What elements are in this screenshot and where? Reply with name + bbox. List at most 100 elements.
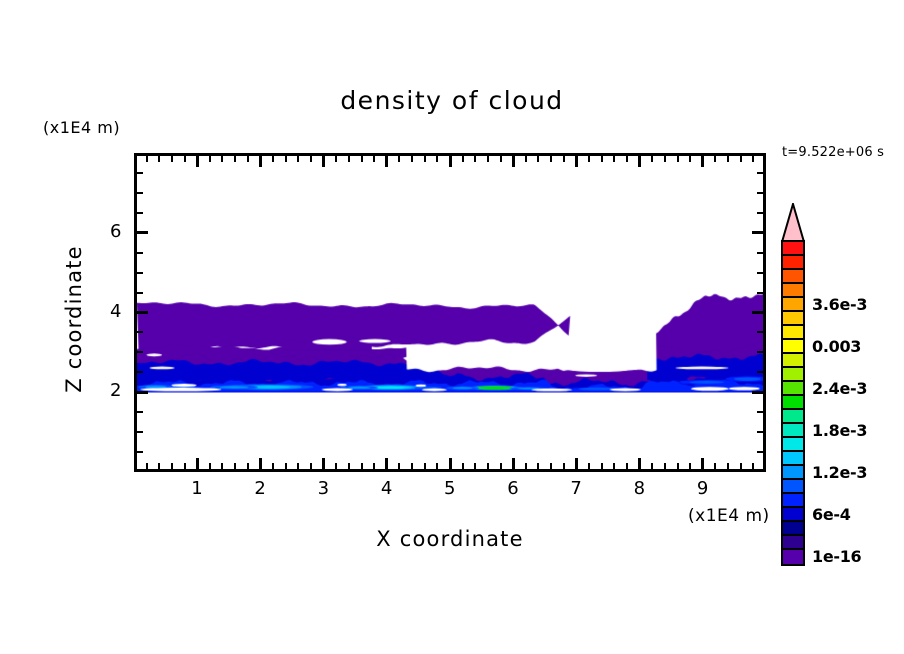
x-axis-tick-label: 7: [570, 478, 583, 499]
y-axis-major-tick: [752, 231, 763, 235]
colorbar-swatch: [783, 438, 803, 452]
x-axis-minor-tick-top: [297, 156, 300, 162]
colorbar-swatch: [783, 424, 803, 438]
x-axis-major-tick: [195, 458, 199, 469]
x-axis-minor-tick: [246, 463, 249, 469]
x-axis-minor-tick: [676, 463, 679, 469]
x-axis-minor-tick: [309, 463, 312, 469]
y-axis-major-tick: [137, 231, 148, 235]
x-axis-minor-tick-top: [158, 156, 161, 162]
x-axis-tick-label: 4: [380, 478, 393, 499]
x-axis-minor-tick: [651, 463, 654, 469]
x-axis-tick-label: 5: [444, 478, 456, 499]
x-axis-minor-tick-top: [272, 156, 275, 162]
colorbar-swatch: [783, 340, 803, 354]
y-axis-minor-tick: [757, 291, 763, 294]
colorbar-swatch: [783, 410, 803, 424]
x-axis-minor-tick-top: [689, 156, 692, 162]
y-axis-minor-tick: [757, 191, 763, 194]
x-axis-major-tick: [511, 458, 515, 469]
y-axis-minor-tick: [757, 271, 763, 274]
x-axis-minor-tick-top: [663, 156, 666, 162]
colorbar-swatch: [783, 242, 803, 256]
y-axis-tick-label: 2: [110, 380, 122, 402]
y-axis-minor-tick: [137, 251, 143, 254]
x-axis-minor-tick-top: [714, 156, 717, 162]
x-axis-major-tick: [701, 156, 705, 167]
x-axis-minor-tick: [739, 463, 742, 469]
colorbar-tick-label: 1.8e-3: [812, 421, 868, 440]
x-axis-minor-tick: [360, 463, 363, 469]
y-axis-minor-tick: [137, 171, 143, 174]
x-axis-minor-tick: [499, 463, 502, 469]
y-axis-tick-label: 6: [110, 220, 122, 242]
x-axis-minor-tick-top: [284, 156, 287, 162]
x-axis-tick-label: 8: [633, 478, 646, 499]
y-axis-minor-tick: [757, 331, 763, 334]
y-axis-major-tick: [752, 311, 763, 314]
colorbar-swatches: [781, 240, 805, 566]
x-axis-minor-tick: [461, 463, 464, 469]
colorbar-tick-label: 1e-16: [812, 547, 862, 566]
x-axis-minor-tick: [752, 463, 755, 469]
x-axis-minor-tick-top: [246, 156, 249, 162]
x-axis-minor-tick-top: [550, 156, 553, 162]
colorbar-tick-label: 6e-4: [812, 505, 851, 524]
x-axis-major-tick: [322, 458, 326, 469]
x-axis-minor-tick-top: [537, 156, 540, 162]
x-axis-title: X coordinate: [376, 527, 524, 551]
colorbar-swatch: [783, 550, 803, 564]
colorbar-tick-label: 1.2e-3: [812, 463, 868, 482]
y-axis-major-tick: [137, 390, 148, 394]
x-axis-minor-tick-top: [562, 156, 565, 162]
colorbar-overflow-arrow-icon: [781, 203, 805, 243]
x-axis-minor-tick: [170, 463, 173, 469]
x-axis-minor-tick: [613, 463, 616, 469]
x-axis-minor-tick-top: [588, 156, 591, 162]
colorbar-swatch: [783, 494, 803, 508]
x-axis-minor-tick: [537, 463, 540, 469]
x-axis-tick-label: 3: [317, 478, 330, 499]
x-axis-major-tick: [638, 156, 642, 167]
y-axis-minor-tick: [137, 331, 143, 334]
x-axis-minor-tick: [486, 463, 489, 469]
x-axis-minor-tick-top: [499, 156, 502, 162]
contour-canvas: [137, 156, 763, 469]
x-axis-minor-tick: [373, 463, 376, 469]
x-axis-minor-tick-top: [170, 156, 173, 162]
x-axis-minor-tick: [562, 463, 565, 469]
y-axis-minor-tick: [137, 411, 143, 414]
x-axis-major-tick: [701, 458, 705, 469]
x-axis-minor-tick: [297, 463, 300, 469]
x-axis-major-tick: [385, 458, 389, 469]
x-axis-minor-tick: [423, 463, 426, 469]
y-axis-unit-label: (x1E4 m): [43, 118, 121, 137]
x-axis-minor-tick-top: [524, 156, 527, 162]
x-axis-tick-label: 6: [507, 478, 520, 499]
x-axis-minor-tick: [221, 463, 224, 469]
y-axis-minor-tick: [137, 211, 143, 214]
y-axis-tick-label: 4: [110, 300, 122, 322]
colorbar-swatch: [783, 466, 803, 480]
x-axis-minor-tick: [550, 463, 553, 469]
colorbar-swatch: [783, 298, 803, 312]
y-axis-minor-tick: [757, 211, 763, 214]
colorbar-swatch: [783, 522, 803, 536]
x-axis-minor-tick-top: [461, 156, 464, 162]
x-axis-minor-tick: [588, 463, 591, 469]
x-axis-minor-tick-top: [411, 156, 414, 162]
x-axis-major-tick: [258, 156, 262, 167]
x-axis-minor-tick: [524, 463, 527, 469]
x-axis-minor-tick: [436, 463, 439, 469]
y-axis-minor-tick: [757, 431, 763, 434]
x-axis-minor-tick: [663, 463, 666, 469]
y-axis-minor-tick: [757, 351, 763, 354]
x-axis-minor-tick: [347, 463, 350, 469]
y-axis-major-tick: [752, 390, 763, 394]
x-axis-minor-tick: [625, 463, 628, 469]
colorbar-swatch: [783, 270, 803, 284]
y-axis-minor-tick: [757, 411, 763, 414]
x-axis-minor-tick: [714, 463, 717, 469]
colorbar-swatch: [783, 480, 803, 494]
x-axis-major-tick: [322, 156, 326, 167]
